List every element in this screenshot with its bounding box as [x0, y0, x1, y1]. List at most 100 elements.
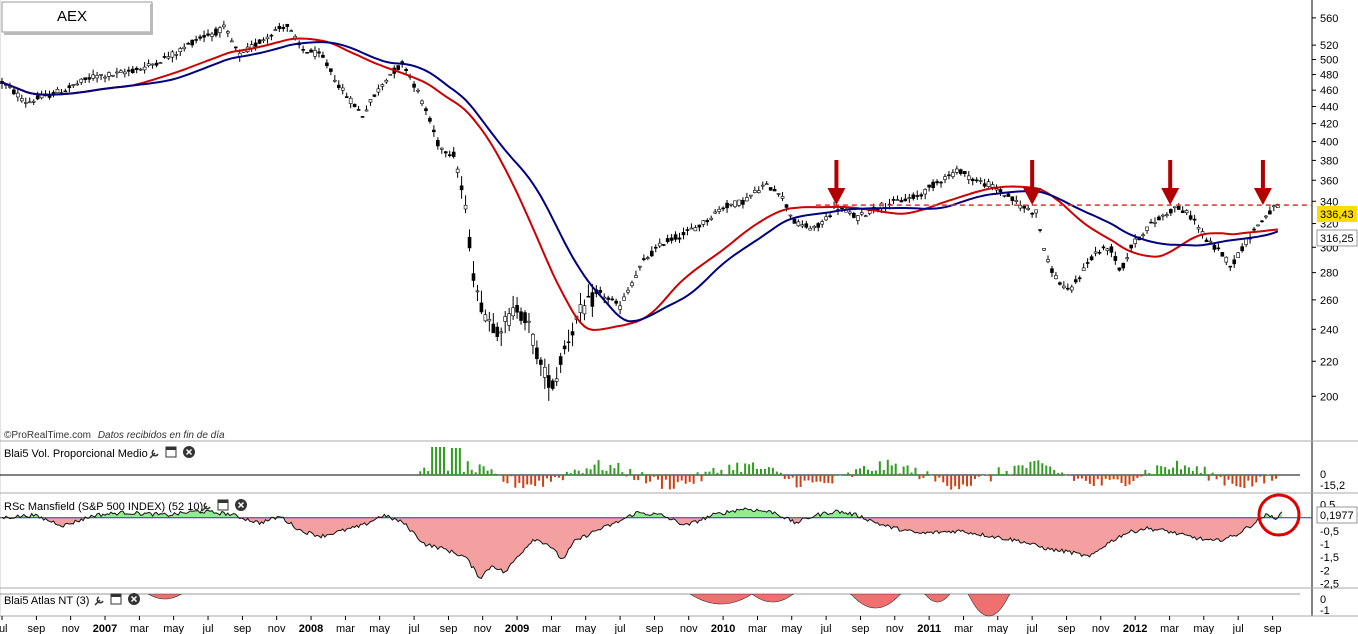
volume-bar [1005, 470, 1008, 475]
candle-body [812, 225, 817, 229]
candle-body [87, 77, 91, 80]
candle-body [230, 40, 234, 43]
price-label-text: 336,43 [1320, 209, 1354, 221]
candle-body [1236, 252, 1240, 259]
candle-body [83, 77, 88, 80]
rsc-area [0, 507, 1312, 579]
wrench-icon[interactable] [201, 502, 211, 512]
candle-body [626, 289, 630, 293]
candle-body [661, 244, 666, 246]
candle-body [606, 297, 611, 300]
volume-bar [831, 475, 834, 484]
candle-body [130, 68, 135, 74]
volume-bar [886, 459, 889, 475]
candle-body [396, 65, 401, 70]
candle-body [665, 238, 670, 243]
volume-bar [1080, 475, 1083, 479]
volume-bar [1132, 475, 1135, 481]
volume-bar [1267, 474, 1270, 475]
volume-bar [439, 447, 442, 475]
volume-bar [914, 467, 917, 475]
candle-body [943, 176, 947, 180]
volume-bar [466, 461, 469, 475]
volume-bar [1195, 466, 1198, 475]
candle-body [178, 48, 183, 52]
candle-body [158, 62, 163, 64]
volume-bar [660, 475, 663, 489]
candle-body [265, 36, 270, 40]
rsc-y-tick-label: -2 [1320, 565, 1330, 577]
candle-body [1018, 204, 1023, 209]
candle-body [170, 51, 175, 58]
candle-body [903, 198, 908, 202]
wrench-icon[interactable] [94, 596, 104, 606]
close-icon[interactable] [183, 446, 195, 458]
candle-body [289, 30, 294, 32]
candle-body [443, 151, 448, 154]
volume-bar [553, 475, 556, 477]
window-icon[interactable] [110, 593, 122, 605]
x-tick-label: may [987, 623, 1008, 634]
candle-body [182, 46, 187, 50]
candle-body [257, 39, 262, 44]
volume-last-value: -15,2 [1320, 480, 1345, 492]
candle-body [1121, 262, 1126, 269]
candle-body [610, 298, 614, 301]
volume-bar [684, 475, 687, 484]
window-icon[interactable] [217, 499, 229, 511]
candle-body [566, 341, 571, 344]
candle-body [1220, 252, 1225, 257]
volume-bar [997, 467, 1000, 475]
candle-body [717, 208, 721, 212]
volume-bar [1227, 475, 1230, 480]
candle-body [804, 223, 809, 228]
volume-bar [894, 463, 897, 475]
volume-bar [732, 470, 735, 475]
candle-body [741, 200, 745, 205]
volume-bar [482, 466, 485, 475]
price-y-tick-label: 500 [1320, 55, 1338, 67]
candle-body [1180, 210, 1185, 213]
atlas-panel: Blai5 Atlas NT (3) 0 -1 [0, 593, 1330, 617]
candle-body [424, 108, 428, 112]
close-icon[interactable] [235, 499, 247, 511]
candle-body [776, 193, 781, 195]
candle-body [471, 273, 476, 281]
candle-body [142, 66, 147, 71]
window-icon[interactable] [165, 446, 177, 458]
candle-body [923, 189, 927, 195]
volume-bar [696, 472, 699, 475]
arrows [827, 160, 1272, 205]
x-tick-label: jul [1026, 623, 1038, 634]
volume-bar [1172, 467, 1175, 475]
candle-body [1073, 279, 1078, 283]
atlas-panel-title: Blai5 Atlas NT (3) [4, 595, 89, 607]
candle-body [1113, 256, 1118, 261]
candle-body [1192, 218, 1197, 221]
candle-body [487, 319, 492, 322]
volume-bar [712, 467, 715, 475]
volume-bar [946, 475, 949, 486]
volume-bar [565, 471, 568, 475]
volume-bar [878, 461, 881, 475]
candle-body [301, 49, 305, 51]
attribution-brand[interactable]: ©ProRealTime.com [4, 430, 91, 441]
volume-bar [617, 462, 620, 475]
volume-bar [1176, 460, 1179, 475]
candle-body [281, 27, 286, 29]
candle-body [939, 181, 943, 184]
candle-body [982, 183, 987, 187]
close-icon[interactable] [128, 593, 140, 605]
candle-body [550, 380, 555, 389]
wrench-icon[interactable] [149, 449, 159, 459]
volume-bar [1251, 475, 1254, 487]
rsc-y-tick-label: -0,5 [1320, 526, 1339, 538]
volume-bar [446, 470, 449, 475]
candle-body [285, 23, 290, 27]
candle-body [325, 62, 329, 67]
candle-body [138, 68, 143, 71]
candle-body [1101, 246, 1106, 249]
x-tick-label: mar [748, 623, 767, 634]
volume-bar [593, 464, 596, 475]
volume-bar [1021, 465, 1024, 475]
